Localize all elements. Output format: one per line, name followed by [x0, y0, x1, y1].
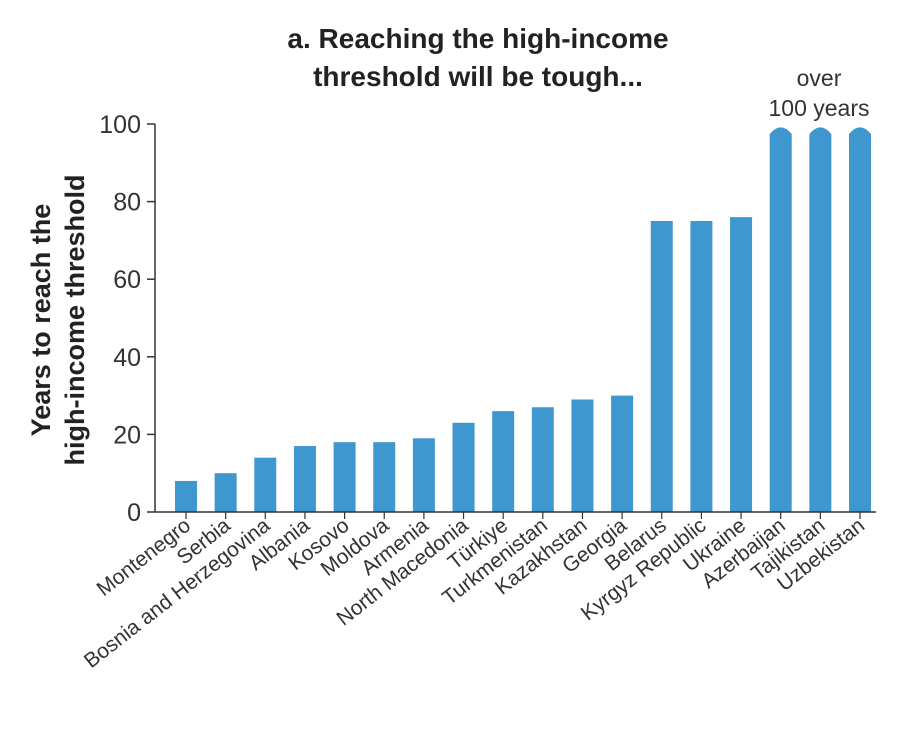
chart-title-line-1: a. Reaching the high-income	[287, 23, 668, 54]
y-tick-label: 80	[113, 189, 141, 217]
y-axis-ticks: 0 20 40 60 80 100	[99, 111, 155, 527]
bars-group	[175, 127, 871, 513]
bar	[293, 446, 316, 512]
bar	[531, 407, 554, 512]
y-axis-label-line-2: high-income threshold	[60, 174, 90, 465]
bar	[611, 395, 634, 512]
bar	[690, 221, 713, 512]
chart-title-line-2: threshold will be tough...	[313, 61, 643, 92]
bar	[373, 442, 396, 512]
bar	[769, 127, 792, 513]
bar	[809, 127, 832, 513]
bar	[650, 221, 673, 512]
bar	[254, 457, 277, 512]
annotation-line-1: over	[797, 65, 842, 91]
y-tick-label: 20	[113, 421, 141, 449]
bar	[452, 422, 475, 512]
y-tick-label: 0	[127, 499, 141, 527]
bar	[333, 442, 356, 512]
bar	[571, 399, 594, 512]
y-axis-label-line-1: Years to reach the	[26, 204, 56, 437]
bar	[492, 411, 515, 512]
bar	[730, 217, 753, 512]
y-tick-label: 40	[113, 344, 141, 372]
annotation-line-2: 100 years	[768, 95, 869, 121]
y-tick-label: 100	[99, 111, 141, 139]
y-tick-label: 60	[113, 266, 141, 294]
bar	[849, 127, 871, 513]
bar	[412, 438, 435, 512]
bar	[175, 480, 197, 512]
bar	[214, 473, 237, 512]
